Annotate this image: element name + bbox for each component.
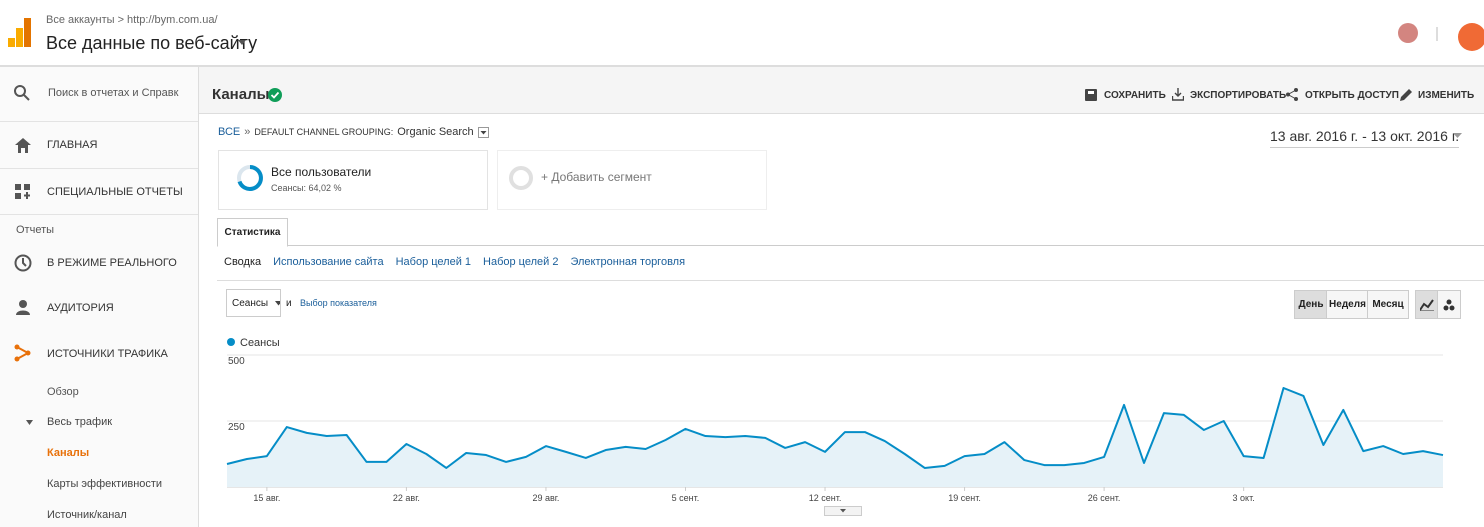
date-caret bbox=[1453, 133, 1462, 138]
line-chart-toggle[interactable] bbox=[1415, 290, 1439, 319]
subtab[interactable]: Использование сайта bbox=[273, 256, 384, 268]
x-tick-label: 29 авг. bbox=[532, 493, 559, 503]
nav-acquisition[interactable]: ИСТОЧНИКИ ТРАФИКА bbox=[47, 348, 168, 360]
crumb-dropdown[interactable] bbox=[477, 126, 489, 138]
divider bbox=[0, 168, 198, 169]
search-icon bbox=[14, 85, 30, 101]
drilldown-breadcrumb: ВСЕ » DEFAULT CHANNEL GROUPING: Organic … bbox=[218, 126, 489, 138]
period-month[interactable]: Месяц bbox=[1367, 290, 1409, 319]
legend-label: Сеансы bbox=[240, 337, 280, 349]
nav-overview[interactable]: Обзор bbox=[47, 386, 79, 398]
subtab[interactable]: Сводка bbox=[224, 256, 262, 268]
nav-treemaps[interactable]: Карты эффективности bbox=[47, 478, 163, 490]
metric-label: Сеансы bbox=[232, 297, 269, 309]
chart: 250 500 15 авг. 22 авг. 29 авг. 5 сент. 12 сен… bbox=[226, 337, 1444, 503]
tab[interactable]: Статистика bbox=[217, 218, 288, 247]
header bbox=[0, 0, 1484, 67]
subtab[interactable]: Электронная торговля bbox=[570, 256, 686, 268]
share-button[interactable]: ОТКРЫТЬ ДОСТУП bbox=[1305, 90, 1399, 101]
verified-icon bbox=[268, 88, 282, 102]
nav-audience[interactable]: АУДИТОРИЯ bbox=[47, 302, 114, 314]
metric-dropdown[interactable]: Сеансы bbox=[226, 289, 281, 317]
add-segment-card[interactable] bbox=[497, 150, 767, 210]
crumb-all[interactable]: ВСЕ bbox=[218, 126, 241, 138]
person-icon bbox=[16, 300, 30, 315]
avatars bbox=[1398, 23, 1484, 51]
x-tick-label: 12 сент. bbox=[809, 493, 842, 503]
and-label: и bbox=[286, 298, 292, 309]
x-tick-label: 26 сент. bbox=[1088, 493, 1121, 503]
save-icon bbox=[1085, 89, 1097, 101]
nav-custom[interactable]: СПЕЦИАЛЬНЫЕ ОТЧЕТЫ bbox=[47, 186, 183, 198]
edit-icon bbox=[1400, 89, 1412, 101]
nav-realtime[interactable]: В РЕЖИМЕ РЕАЛЬНОГО bbox=[47, 257, 177, 269]
y-tick-label: 250 bbox=[228, 422, 245, 433]
acquisition-icon bbox=[14, 344, 31, 362]
logo bbox=[8, 18, 31, 47]
area bbox=[227, 388, 1443, 487]
nav-source-medium[interactable]: Источник/канал bbox=[47, 509, 127, 521]
crumb-value: Organic Search bbox=[397, 126, 474, 138]
x-tick-label: 15 авг. bbox=[253, 493, 280, 503]
divider bbox=[217, 280, 1484, 281]
segment-name: Все пользователи bbox=[271, 165, 372, 179]
save-button[interactable]: СОХРАНИТЬ bbox=[1104, 90, 1166, 101]
export-icon bbox=[1172, 88, 1184, 101]
x-tick-label: 3 окт. bbox=[1233, 493, 1255, 503]
subtabs: Сводка Использование сайта Набор целей 1… bbox=[224, 256, 685, 268]
date-range[interactable]: 13 авг. 2016 г. - 13 окт. 2016 г. bbox=[1270, 128, 1460, 148]
segment-card[interactable] bbox=[218, 150, 488, 210]
export-button[interactable]: ЭКСПОРТИРОВАТЬ bbox=[1190, 90, 1287, 101]
add-segment-donut bbox=[509, 166, 533, 190]
crumb-dimension: DEFAULT CHANNEL GROUPING: bbox=[254, 127, 394, 137]
report-title: Каналы bbox=[212, 86, 270, 103]
divider bbox=[0, 214, 198, 215]
view-title[interactable]: Все данные по веб-сайту bbox=[46, 33, 258, 53]
line bbox=[226, 387, 1444, 469]
custom-icon bbox=[15, 184, 30, 199]
crumb-separator: » bbox=[244, 126, 251, 138]
clock-icon bbox=[14, 254, 32, 272]
nav-home[interactable]: ГЛАВНАЯ bbox=[47, 139, 98, 151]
account-breadcrumb[interactable]: Все аккаунты > http://bym.com.ua/ bbox=[46, 14, 218, 26]
sidebar bbox=[0, 67, 199, 527]
period-week[interactable]: Неделя bbox=[1326, 290, 1369, 319]
chart-resize-handle[interactable] bbox=[824, 506, 862, 516]
segment-detail: Сеансы: 64,02 % bbox=[271, 183, 342, 193]
select-metric[interactable]: Выбор показателя bbox=[300, 298, 377, 308]
add-segment[interactable]: + Добавить сегмент bbox=[541, 170, 652, 184]
legend-swatch bbox=[227, 338, 235, 346]
y-tick-label: 500 bbox=[228, 356, 245, 367]
subtab[interactable]: Набор целей 2 bbox=[483, 256, 559, 268]
segment-donut bbox=[237, 165, 263, 191]
dropdown-caret bbox=[238, 40, 246, 45]
search-input[interactable]: Поиск в отчетах и Справк bbox=[48, 87, 179, 99]
expand-caret bbox=[26, 420, 33, 425]
tab-line bbox=[217, 245, 1484, 246]
x-tick-label: 5 сент. bbox=[672, 493, 700, 503]
edit-button[interactable]: ИЗМЕНИТЬ bbox=[1418, 90, 1475, 101]
period-day[interactable]: День bbox=[1294, 290, 1328, 319]
divider bbox=[0, 121, 198, 122]
share-icon bbox=[1286, 88, 1298, 101]
section-label: Отчеты bbox=[16, 224, 55, 236]
home-icon bbox=[15, 138, 31, 153]
motion-chart-toggle[interactable] bbox=[1437, 290, 1461, 319]
title-bar bbox=[199, 67, 1484, 114]
x-tick-label: 19 сент. bbox=[948, 493, 981, 503]
nav-all-traffic[interactable]: Весь трафик bbox=[47, 416, 113, 428]
nav-channels[interactable]: Каналы bbox=[47, 447, 90, 459]
subtab[interactable]: Набор целей 1 bbox=[395, 256, 472, 268]
x-tick-label: 22 авг. bbox=[393, 493, 420, 503]
